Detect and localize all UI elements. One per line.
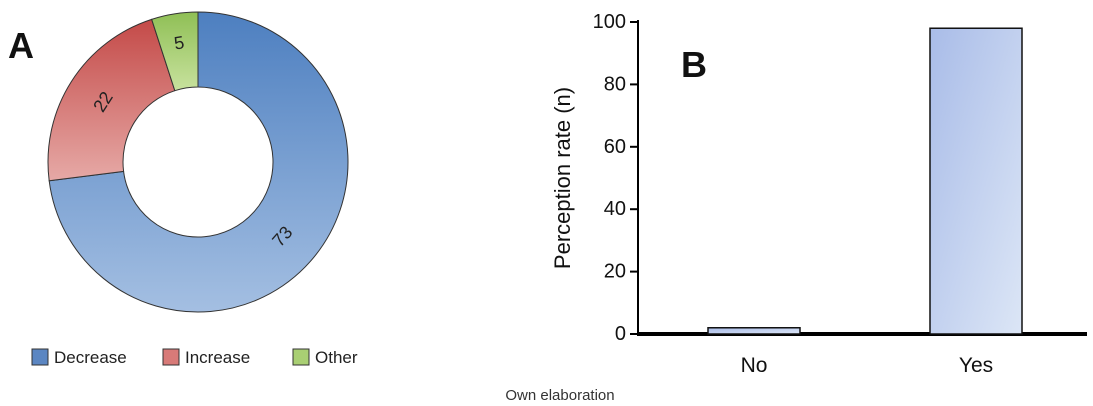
slice-decrease (48, 11, 349, 313)
bar-yes (929, 27, 1023, 335)
pie-legend: Decrease Increase Other (31, 348, 358, 367)
y-tick-label: 40 (604, 198, 626, 220)
y-tick-label: 0 (615, 323, 626, 345)
y-tick-label: 20 (604, 261, 626, 283)
panel-label-a: A (8, 25, 34, 66)
y-tick-label: 80 (604, 73, 626, 95)
bar-chart: 0 20 40 60 80 100 No Yes (593, 11, 1087, 377)
x-tick-label-no: No (741, 354, 768, 377)
legend-swatch-increase (162, 348, 180, 366)
legend-label-decrease: Decrease (54, 348, 127, 367)
legend-swatch-decrease (31, 348, 49, 366)
x-tick-label-yes: Yes (959, 354, 993, 377)
legend-label-other: Other (315, 348, 358, 367)
y-tick-label: 100 (593, 11, 626, 33)
legend-swatch-other (292, 348, 310, 366)
caption: Own elaboration (505, 387, 614, 404)
slice-value-label: 5 (173, 32, 186, 53)
bar-no (707, 327, 801, 335)
panel-label-b: B (681, 44, 707, 85)
y-tick-label: 60 (604, 136, 626, 158)
legend-label-increase: Increase (185, 348, 250, 367)
slice-increase (47, 18, 176, 182)
y-axis-label: Perception rate (n) (550, 87, 575, 269)
slice-other (151, 11, 199, 92)
